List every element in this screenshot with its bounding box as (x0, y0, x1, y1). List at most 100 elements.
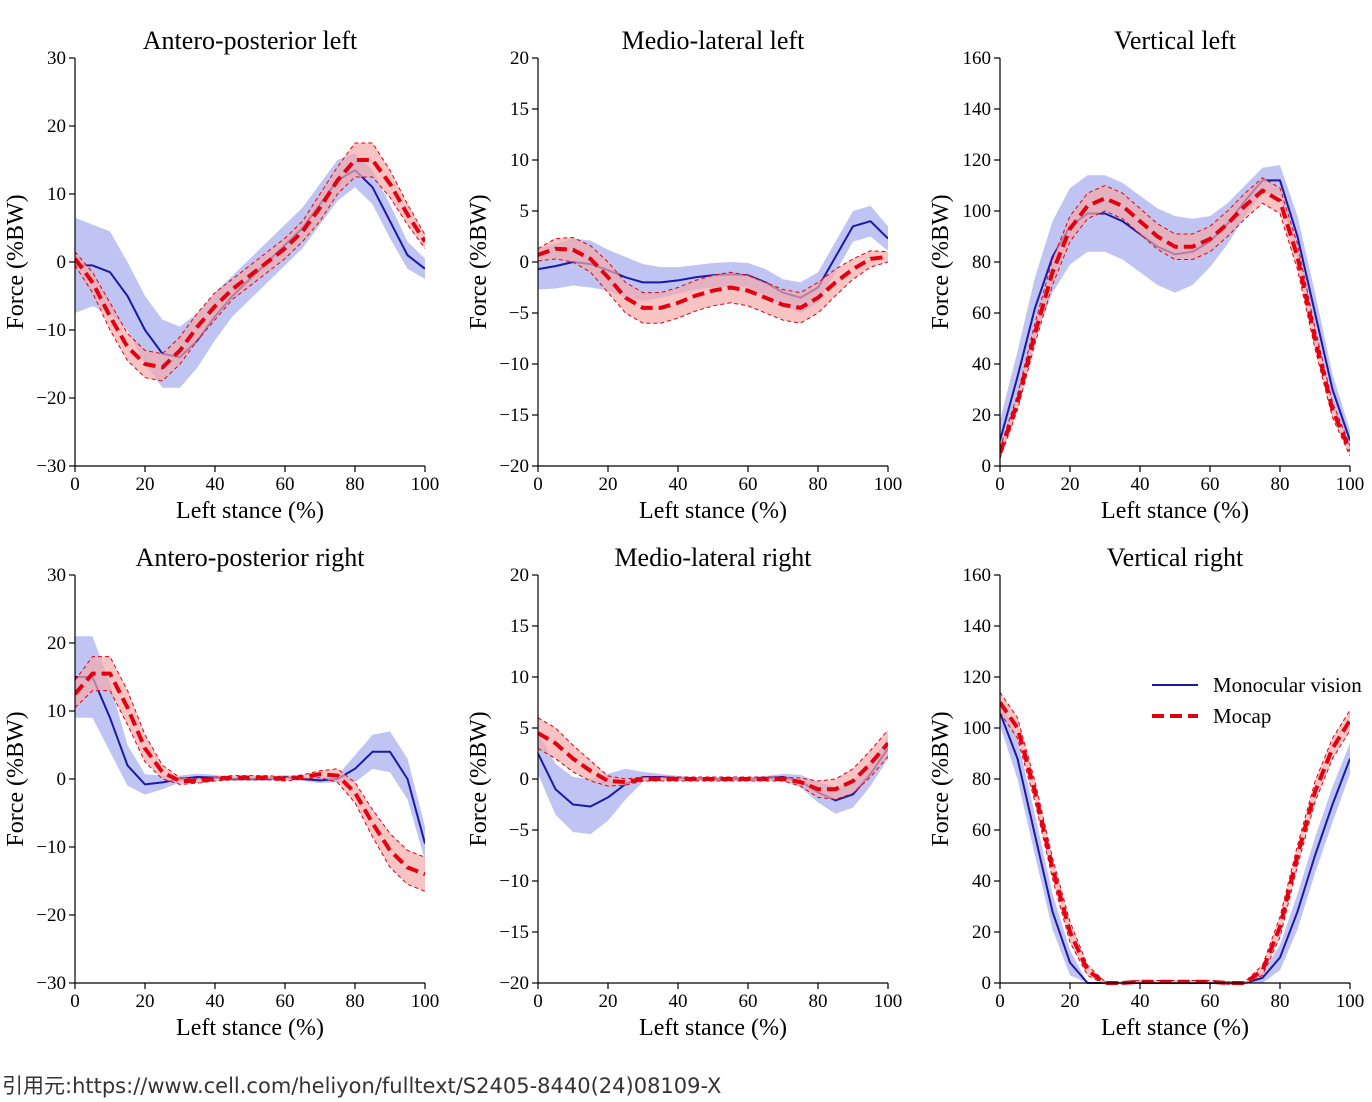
mocap-band-lower-edge (538, 258, 888, 324)
mocap-band-lower-edge (1000, 712, 1350, 985)
y-tick-label: −20 (36, 388, 66, 409)
y-tick-label: −10 (36, 837, 66, 858)
y-axis-label: Force (%BW) (3, 194, 29, 329)
x-tick-label: 40 (669, 474, 688, 495)
x-tick-label: 60 (739, 991, 758, 1012)
y-tick-label: 5 (520, 201, 530, 222)
x-tick-label: 0 (995, 474, 1005, 495)
legend-monocular-label: Monocular vision (1213, 673, 1362, 697)
y-tick-label: 30 (47, 48, 66, 69)
x-tick-label: 80 (1271, 474, 1290, 495)
subplot-4: 0 20 40 60 80 100 −30 −20 −10 0 10 20 30 Antero-poste… (3, 543, 439, 1041)
y-tick-label: −20 (499, 456, 529, 477)
y-tick-label: 0 (520, 769, 530, 790)
plot-area (1000, 165, 1350, 461)
panel-title: Medio-lateral right (614, 543, 812, 572)
x-axis-label: Left stance (%) (1101, 498, 1249, 524)
y-tick-label: 0 (982, 973, 992, 994)
y-axis-label: Force (%BW) (466, 194, 492, 329)
plot-area (1000, 692, 1350, 985)
x-tick-label: 0 (533, 474, 543, 495)
subplot-2: 0 20 40 60 80 100 −20 −15 −10 −5 0 5 10 15 20 Medio-lat… (466, 26, 902, 524)
y-tick-label: 100 (963, 718, 992, 739)
y-tick-label: 20 (972, 405, 991, 426)
mocap-band-upper-edge (75, 656, 425, 858)
y-axis-label: Force (%BW) (928, 711, 954, 846)
y-tick-label: 20 (47, 633, 66, 654)
plot-area (538, 717, 888, 835)
x-tick-label: 100 (874, 991, 903, 1012)
mocap-band-upper-edge (1000, 177, 1350, 449)
y-tick-label: 80 (972, 252, 991, 273)
x-tick-label: 20 (1061, 474, 1080, 495)
x-tick-label: 20 (1061, 991, 1080, 1012)
y-tick-label: 30 (47, 565, 66, 586)
mocap-mean-line (538, 246, 888, 310)
mocap-sd-band (538, 237, 888, 324)
mocap-mean-line (1000, 701, 1350, 985)
y-tick-label: 0 (520, 252, 530, 273)
x-tick-label: 100 (411, 991, 440, 1012)
y-tick-label: 160 (963, 48, 992, 69)
x-axis-label: Left stance (%) (176, 498, 324, 524)
y-tick-label: −10 (36, 320, 66, 341)
x-tick-label: 100 (1336, 991, 1365, 1012)
x-tick-label: 20 (599, 991, 618, 1012)
y-tick-label: −5 (509, 820, 529, 841)
x-tick-label: 40 (669, 991, 688, 1012)
x-tick-label: 0 (70, 474, 80, 495)
mocap-mean-line (538, 731, 888, 792)
y-tick-label: −20 (36, 905, 66, 926)
y-tick-label: 100 (963, 201, 992, 222)
mocap-sd-band (75, 656, 425, 892)
legend-mocap-label: Mocap (1213, 704, 1271, 728)
mocap-mean-line (75, 158, 425, 370)
subplot-5: 0 20 40 60 80 100 −20 −15 −10 −5 0 5 10 15 20 Medio-lat… (466, 543, 902, 1041)
y-tick-label: 120 (963, 150, 992, 171)
y-tick-label: −30 (36, 456, 66, 477)
y-tick-label: −15 (499, 922, 529, 943)
y-tick-label: 15 (510, 616, 529, 637)
x-tick-label: 60 (739, 474, 758, 495)
y-tick-label: 10 (510, 667, 529, 688)
y-tick-label: −10 (499, 354, 529, 375)
x-tick-label: 60 (1201, 991, 1220, 1012)
plot-area (538, 205, 888, 324)
y-tick-label: −30 (36, 973, 66, 994)
plot-area (75, 142, 425, 388)
y-tick-label: 80 (972, 769, 991, 790)
mocap-band-upper-edge (75, 142, 425, 355)
y-tick-label: 140 (963, 99, 992, 120)
mocap-band-upper-edge (1000, 692, 1350, 983)
x-tick-label: 80 (1271, 991, 1290, 1012)
monocular-sd-band (1000, 700, 1350, 985)
x-tick-label: 60 (276, 991, 295, 1012)
x-tick-label: 40 (1131, 991, 1150, 1012)
x-axis-label: Left stance (%) (639, 1015, 787, 1041)
x-tick-label: 60 (276, 474, 295, 495)
y-axis-label: Force (%BW) (928, 194, 954, 329)
x-tick-label: 20 (599, 474, 618, 495)
monocular-sd-band (1000, 165, 1350, 461)
mocap-mean-line (1000, 188, 1350, 454)
y-tick-label: 40 (972, 871, 991, 892)
y-tick-label: 20 (47, 116, 66, 137)
y-tick-label: 15 (510, 99, 529, 120)
x-tick-label: 100 (1336, 474, 1365, 495)
y-tick-label: 140 (963, 616, 992, 637)
y-tick-label: 0 (57, 769, 67, 790)
panel-title: Medio-lateral left (622, 26, 805, 55)
x-tick-label: 80 (809, 474, 828, 495)
legend: Monocular vision Mocap (1152, 673, 1362, 728)
y-tick-label: 60 (972, 820, 991, 841)
y-tick-label: 40 (972, 354, 991, 375)
x-tick-label: 80 (346, 991, 365, 1012)
x-tick-label: 40 (1131, 474, 1150, 495)
y-tick-label: 60 (972, 303, 991, 324)
x-axis-label: Left stance (%) (176, 1015, 324, 1041)
x-tick-label: 20 (136, 991, 155, 1012)
x-axis-label: Left stance (%) (639, 498, 787, 524)
y-tick-label: −5 (509, 303, 529, 324)
x-tick-label: 60 (1201, 474, 1220, 495)
mocap-band-lower-edge (1000, 202, 1350, 459)
